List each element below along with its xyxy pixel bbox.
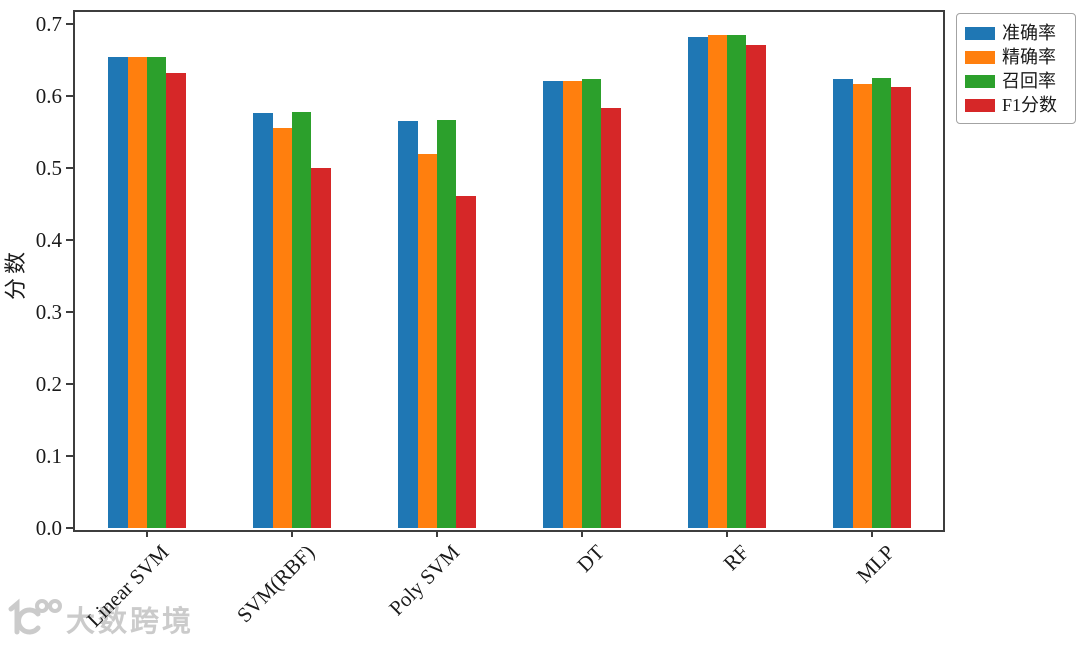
bar-MLP-series-2 (872, 77, 892, 528)
legend-swatch-accuracy (965, 26, 995, 40)
y-tick-mark (66, 311, 73, 314)
legend-swatch-recall (965, 74, 995, 88)
y-tick-label: 0.5 (35, 156, 62, 181)
bar-RF-series-1 (707, 35, 727, 528)
x-tick-mark (871, 530, 873, 537)
x-tick-mark (436, 530, 438, 537)
bar-Linear-SVM-series-1 (127, 57, 147, 528)
legend-row: F1分数 (965, 93, 1069, 117)
x-tick-mark (291, 530, 293, 537)
bar-Poly-SVM-series-0 (398, 120, 418, 528)
bar-RF-series-3 (746, 45, 766, 528)
x-tick-mark (726, 530, 728, 537)
y-tick-label: 0.3 (35, 300, 62, 325)
y-tick-mark (66, 167, 73, 170)
y-tick-mark (66, 383, 73, 386)
legend-label-precision: 精确率 (1002, 47, 1056, 67)
y-tick-label: 0.4 (35, 228, 62, 253)
bar-Poly-SVM-series-2 (437, 120, 457, 528)
bar-RF-series-0 (688, 36, 708, 528)
bar-Poly-SVM-series-1 (417, 153, 437, 528)
bar-SVM-RBF--series-3 (311, 168, 331, 528)
bar-DT-series-1 (562, 80, 582, 528)
plot-area (73, 10, 945, 532)
legend-row: 准确率 (965, 21, 1069, 45)
legend-swatch-f1 (965, 98, 995, 112)
bar-MLP-series-1 (852, 84, 872, 528)
bar-SVM-RBF--series-2 (292, 112, 312, 528)
legend: 准确率 精确率 召回率 F1分数 (956, 13, 1076, 124)
legend-label-accuracy: 准确率 (1002, 23, 1056, 43)
y-tick-label: 0.2 (35, 372, 62, 397)
legend-label-f1: F1分数 (1002, 95, 1058, 115)
legend-swatch-precision (965, 50, 995, 64)
bar-Poly-SVM-series-3 (456, 195, 476, 528)
y-tick-label: 0.1 (35, 444, 62, 469)
bar-Linear-SVM-series-0 (108, 57, 128, 528)
bar-Linear-SVM-series-3 (166, 73, 186, 528)
bar-DT-series-0 (543, 81, 563, 528)
bar-SVM-RBF--series-0 (253, 112, 273, 528)
x-tick-mark (581, 530, 583, 537)
bar-MLP-series-3 (891, 86, 911, 528)
y-tick-mark (66, 455, 73, 458)
y-tick-mark (66, 95, 73, 98)
bar-RF-series-2 (727, 35, 747, 528)
bar-SVM-RBF--series-1 (272, 127, 292, 528)
bar-Linear-SVM-series-2 (147, 57, 167, 528)
y-tick-label: 0.0 (35, 516, 62, 540)
x-tick-mark (146, 530, 148, 537)
bar-DT-series-3 (601, 107, 621, 528)
bar-DT-series-2 (582, 79, 602, 528)
legend-label-recall: 召回率 (1002, 71, 1056, 91)
y-tick-mark (66, 239, 73, 242)
legend-row: 召回率 (965, 69, 1069, 93)
y-tick-mark (66, 23, 73, 26)
bar-MLP-series-0 (833, 79, 853, 528)
y-tick-mark (66, 527, 73, 529)
y-tick-label: 0.6 (35, 84, 62, 109)
legend-row: 精确率 (965, 45, 1069, 69)
y-tick-label: 0.7 (35, 12, 62, 37)
watermark-logo-icon (4, 596, 62, 641)
